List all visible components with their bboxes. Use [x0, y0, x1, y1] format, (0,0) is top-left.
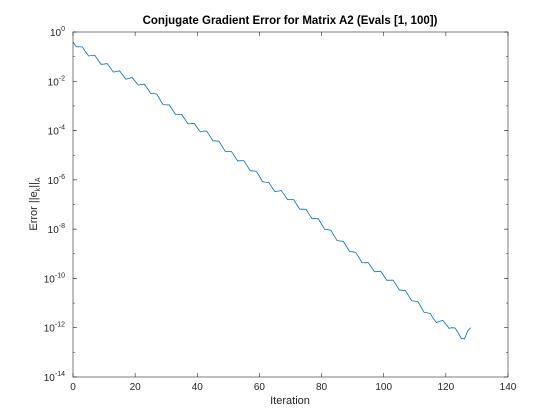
y-tick-label: 10-10 [44, 272, 65, 285]
x-tick-label: 0 [70, 382, 76, 393]
x-tick-label: 80 [316, 382, 328, 393]
chart-title: Conjugate Gradient Error for Matrix A2 (… [143, 15, 438, 27]
y-axis-label: Error ||ek||A [28, 177, 42, 231]
y-tick-label: 10-6 [48, 174, 65, 187]
x-tick-label: 140 [500, 382, 517, 393]
x-tick-label: 120 [438, 382, 455, 393]
tick-labels: 0 20 40 60 80 100 120 140 100 10-2 10-4 10-6 10-8 10-… [44, 26, 517, 393]
axis-ticks [72, 31, 509, 378]
y-tick-label: 10-4 [48, 125, 65, 138]
y-tick-label: 10-2 [48, 75, 65, 88]
x-tick-label: 20 [130, 382, 142, 393]
error-series-line [72, 41, 471, 340]
x-tick-label: 100 [375, 382, 392, 393]
axes-box [72, 31, 509, 378]
y-tick-label: 100 [50, 26, 65, 39]
x-tick-label: 60 [254, 382, 266, 393]
y-tick-label: 10-8 [48, 223, 65, 236]
x-tick-label: 40 [192, 382, 204, 393]
y-tick-label: 10-12 [44, 322, 65, 335]
y-tick-label: 10-14 [44, 371, 65, 384]
x-axis-label: Iteration [270, 395, 310, 407]
axes-background [73, 32, 508, 377]
